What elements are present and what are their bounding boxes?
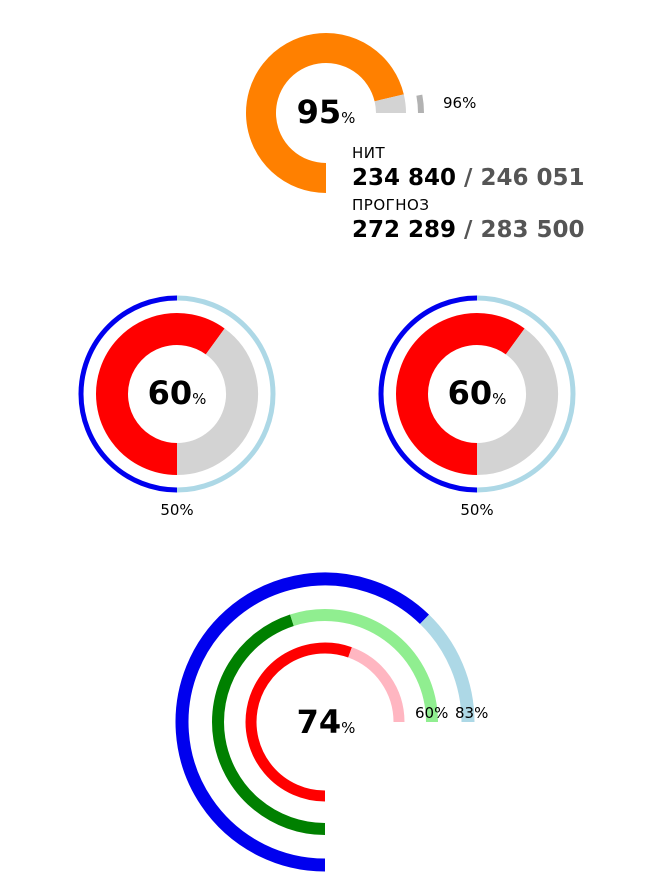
- gauge-top-inner-track-arc: [374, 94, 406, 114]
- gauge-bottom-ring-inner-track-arc: [348, 647, 405, 723]
- gauge-right-value: 60%: [448, 374, 507, 412]
- gauge-left-outer-track-arc: [176, 295, 276, 493]
- gauge-middle-left: [78, 295, 276, 493]
- gauge-bottom-value: 74%: [297, 703, 356, 741]
- gauge-top: [228, 15, 425, 211]
- info-nit-title: НИТ: [352, 144, 386, 162]
- gauge-bottom-ring-middle-track-arc: [290, 609, 438, 723]
- info-nit-values: 234 840 / 246 051: [352, 165, 584, 191]
- gauge-bottom-ring-outer-value-arc: [175, 572, 430, 872]
- gauge-right-inner-value-arc: [396, 313, 525, 475]
- gauge-top-outer-value-arc: [228, 15, 423, 211]
- gauge-right-outer-value-arc: [378, 295, 478, 493]
- gauge-top-outer-track-arc: [416, 94, 425, 114]
- gauge-bottom-label-outer: 83%: [455, 704, 488, 722]
- gauge-left-inner-track-arc: [176, 328, 258, 475]
- gauge-top-outer-label: 96%: [443, 94, 476, 112]
- gauge-top-value: 95%: [297, 93, 356, 131]
- info-forecast-values: 272 289 / 283 500: [352, 217, 584, 243]
- gauge-middle-right: [378, 295, 576, 493]
- info-forecast-title: ПРОГНОЗ: [352, 196, 429, 214]
- gauge-bottom: [175, 572, 475, 872]
- gauge-bottom-ring-inner-value-arc: [245, 642, 352, 802]
- gauge-bottom-ring-middle-value-arc: [212, 614, 326, 835]
- gauge-right-outer-label: 50%: [460, 501, 493, 519]
- gauge-left-outer-value-arc: [78, 295, 178, 493]
- gauge-left-inner-value-arc: [96, 313, 225, 475]
- gauge-bottom-ring-outer-track-arc: [419, 614, 475, 723]
- gauge-left-outer-label: 50%: [160, 501, 193, 519]
- gauge-right-outer-track-arc: [476, 295, 576, 493]
- gauge-right-inner-track-arc: [476, 328, 558, 475]
- gauge-bottom-label-inner: 60%: [415, 704, 448, 722]
- gauge-top-inner-value-arc: [246, 33, 404, 193]
- gauge-left-value: 60%: [148, 374, 207, 412]
